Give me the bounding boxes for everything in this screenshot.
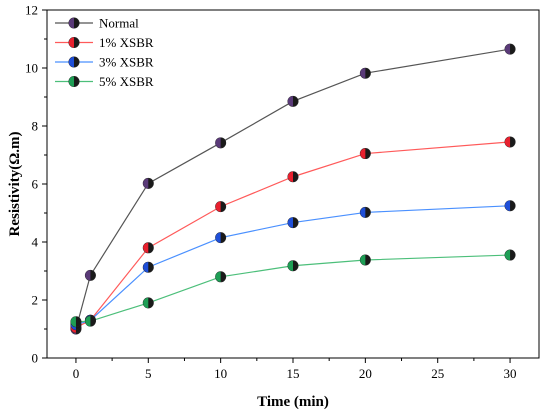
marker-color-half (143, 242, 149, 253)
series-lines (75, 48, 511, 330)
y-tick-label: 10 (25, 61, 38, 76)
marker-color-half (68, 56, 74, 68)
marker-color-half (68, 37, 74, 48)
data-point (215, 232, 227, 244)
data-point (142, 177, 154, 189)
marker-color-half (68, 76, 74, 87)
x-tick-label: 25 (431, 366, 444, 381)
marker-color-half (143, 178, 149, 189)
marker-color-half (143, 297, 149, 309)
axes: 0 5 10 15 20 25 30 0 2 4 6 8 10 12 (25, 3, 540, 381)
data-point (359, 254, 371, 266)
marker-color-half (68, 17, 74, 29)
data-point (142, 242, 154, 254)
data-point (84, 315, 96, 327)
x-tick-label: 20 (359, 366, 372, 381)
legend-marker (68, 76, 80, 88)
marker-color-half (504, 136, 511, 148)
marker-color-half (215, 201, 221, 212)
data-point (287, 260, 299, 272)
marker-color-half (504, 249, 511, 261)
legend-marker (68, 17, 80, 29)
marker-color-half (287, 96, 293, 107)
marker-color-half (504, 43, 511, 55)
marker-color-half (215, 232, 221, 243)
marker-color-half (287, 171, 293, 182)
data-point (287, 171, 299, 183)
legend-label: 5% XSBR (99, 74, 154, 89)
marker-color-half (360, 207, 366, 218)
marker-color-half (360, 148, 366, 159)
x-tick-label: 10 (214, 366, 227, 381)
marker-color-half (287, 260, 293, 271)
data-point (359, 206, 371, 218)
y-tick-label: 0 (32, 351, 39, 366)
marker-color-half (85, 315, 91, 327)
y-tick-label: 8 (32, 119, 39, 134)
data-point (287, 217, 299, 229)
legend: Normal 1% XSBR 3% XSBR 5% XSBR (55, 16, 154, 89)
x-tick-label: 30 (504, 366, 517, 381)
legend-marker (68, 56, 80, 68)
marker-color-half (360, 254, 366, 266)
data-point (215, 271, 227, 283)
y-tick-label: 6 (32, 177, 39, 192)
x-tick-label: 0 (73, 366, 80, 381)
marker-color-half (70, 316, 76, 327)
data-point (142, 297, 154, 309)
x-axis-label: Time (min) (257, 394, 329, 410)
y-tick-label: 2 (32, 293, 39, 308)
marker-color-half (287, 217, 293, 228)
legend-label: 1% XSBR (99, 35, 154, 50)
data-point (287, 95, 299, 107)
data-point (84, 269, 96, 281)
x-tick-label: 15 (287, 366, 300, 381)
data-point (215, 201, 227, 213)
data-point (142, 261, 154, 273)
marker-color-half (215, 271, 221, 282)
data-point (504, 43, 516, 55)
data-point (504, 200, 516, 212)
y-tick-label: 4 (32, 235, 39, 250)
x-tick-label: 5 (145, 366, 152, 381)
data-point (359, 67, 371, 79)
data-point (504, 249, 516, 261)
legend-label: Normal (99, 16, 139, 31)
series-line (75, 48, 511, 330)
legend-label: 3% XSBR (99, 55, 154, 70)
data-point (504, 136, 516, 148)
series-line (75, 141, 511, 329)
series-markers (70, 43, 516, 335)
data-point (70, 316, 82, 328)
data-point (359, 148, 371, 160)
marker-color-half (215, 137, 221, 149)
y-axis-label: Resistivity(Ω.m) (7, 132, 23, 237)
marker-color-half (360, 68, 366, 79)
marker-color-half (85, 270, 91, 281)
legend-marker (68, 36, 80, 48)
marker-color-half (143, 262, 149, 273)
marker-color-half (504, 200, 511, 211)
y-tick-label: 12 (25, 3, 38, 18)
data-point (215, 137, 227, 149)
